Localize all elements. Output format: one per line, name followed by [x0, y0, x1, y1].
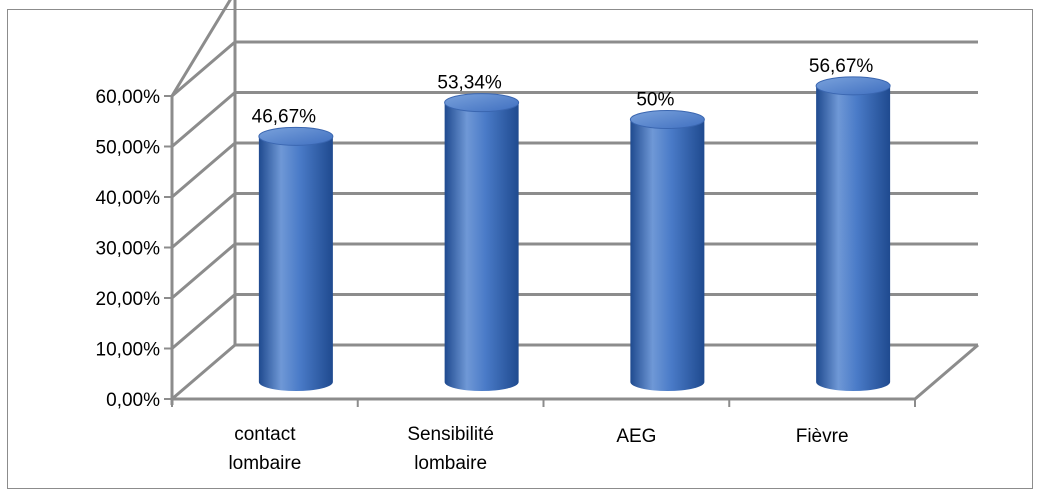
gridline-side — [171, 91, 236, 148]
bar — [815, 76, 891, 392]
bar-top — [629, 110, 705, 129]
y-tick-label: 20,00% — [96, 289, 161, 310]
gridline-side — [171, 40, 236, 98]
category-label: Fièvre — [796, 426, 849, 447]
bar — [258, 126, 334, 392]
gridline-side — [171, 192, 236, 249]
gridline-side — [171, 141, 236, 199]
y-tick-label: 40,00% — [96, 188, 161, 209]
data-label: 50% — [636, 90, 674, 111]
bar — [629, 110, 705, 392]
category-label: lombaire — [414, 453, 487, 474]
data-label: 53,34% — [437, 73, 502, 94]
bar — [444, 93, 520, 392]
gridline-side — [171, 242, 236, 300]
floor-right-edge — [914, 343, 979, 401]
bar-top — [258, 126, 334, 146]
y-tick-label: 50,00% — [96, 138, 161, 159]
y-tick-label: 60,00% — [96, 87, 161, 108]
axes: 0,00% 10,00% 20,00% 30,00% 40,00% 50,00% 60,00… — [96, 87, 979, 411]
category-label: AEG — [616, 426, 656, 447]
data-label: 56,67% — [809, 56, 874, 77]
bar-top — [815, 76, 891, 96]
bar-body — [630, 119, 705, 392]
bar-body — [258, 136, 333, 392]
gridline-side — [171, 293, 236, 350]
bar-top — [444, 93, 520, 113]
bar-body — [816, 85, 891, 392]
bar-body — [444, 102, 519, 392]
gridline-side-top — [170, 0, 232, 97]
category-label: contact — [234, 424, 296, 445]
data-label: 46,67% — [252, 106, 317, 127]
gridline-side — [171, 343, 236, 401]
category-label: lombaire — [228, 453, 301, 474]
bars — [258, 76, 891, 392]
y-tick-label: 30,00% — [96, 239, 161, 260]
category-label: Sensibilité — [407, 424, 494, 445]
labels: 46,67% contact lombaire 53,34% Sensibilité lo… — [228, 56, 873, 474]
y-tick-label: 0,00% — [106, 390, 160, 411]
y-tick-label: 10,00% — [96, 340, 161, 361]
